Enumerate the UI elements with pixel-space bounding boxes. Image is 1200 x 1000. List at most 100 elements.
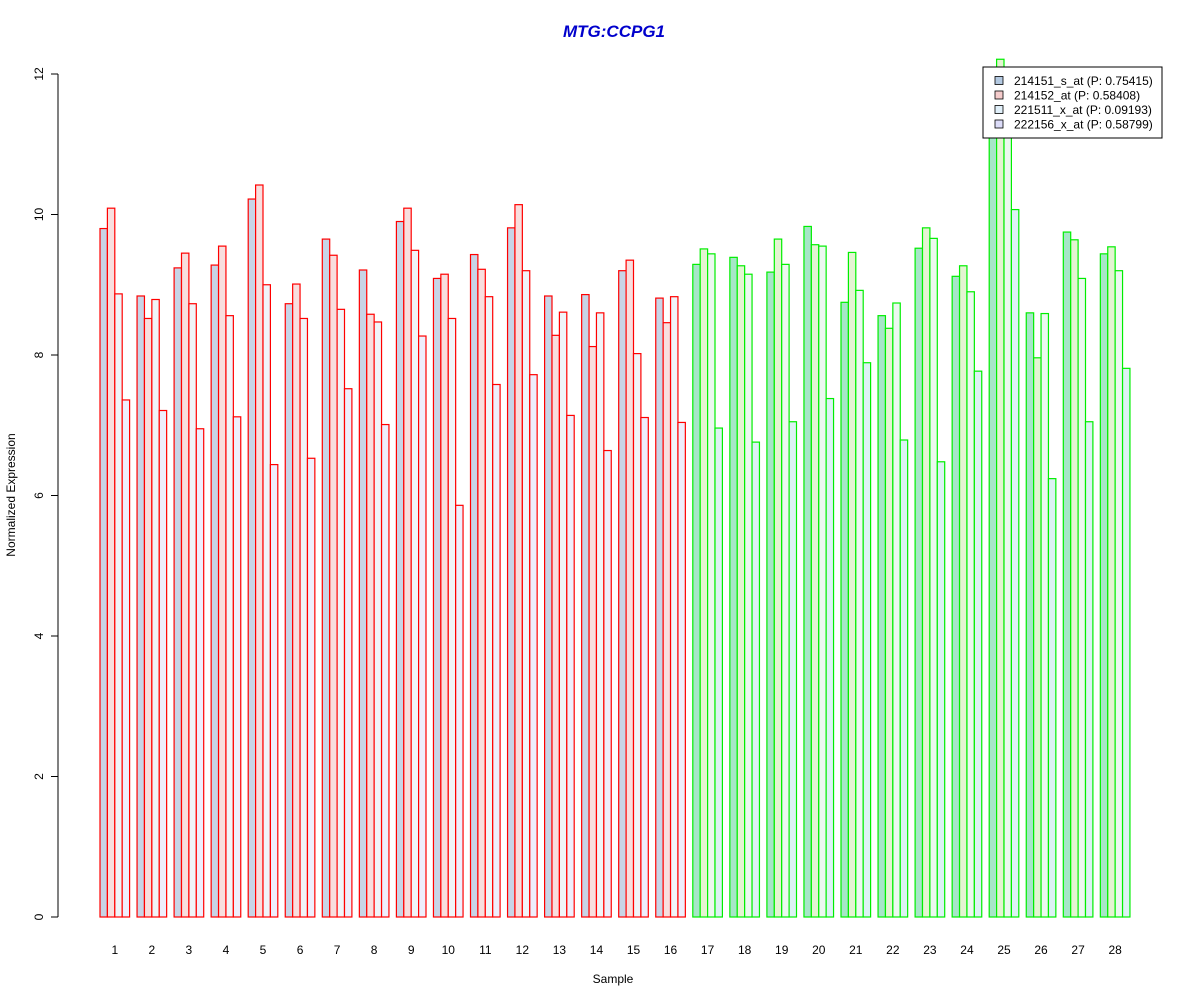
bar: [1003, 129, 1013, 918]
x-axis-tick-labels: 1 2 3 4 5 6 7 8 9 10 11 12 13 14 15 16 17 18 19 20 21 22 23 24 2…: [111, 943, 1122, 957]
legend-label: 222156_x_at (P: 0.58799): [1014, 118, 1153, 132]
bar: [840, 301, 850, 918]
bar: [706, 253, 716, 918]
x-tick-label: 26: [1034, 943, 1048, 957]
bar: [995, 58, 1005, 918]
y-tick-label: 8: [32, 351, 46, 358]
x-tick-label: 23: [923, 943, 937, 957]
bar: [1114, 270, 1124, 918]
bar: [366, 313, 375, 918]
x-tick-label: 7: [334, 943, 341, 957]
legend: 214151_s_at (P: 0.75415)214152_at (P: 0.…: [982, 66, 1163, 139]
bar: [106, 207, 116, 918]
bar: [210, 264, 220, 918]
bar: [818, 245, 827, 918]
bar: [180, 252, 190, 918]
bar: [469, 253, 479, 918]
bar: [336, 308, 346, 918]
bar: [958, 265, 968, 918]
y-tick-label: 2: [32, 773, 46, 780]
bar: [395, 220, 405, 918]
bar: [1070, 239, 1079, 918]
bar: [343, 388, 353, 918]
legend-swatch: [994, 76, 1004, 85]
x-tick-label: 21: [849, 943, 863, 957]
x-tick-label: 13: [553, 943, 567, 957]
bar: [714, 427, 724, 918]
legend-label: 214152_at (P: 0.58408): [1014, 89, 1140, 103]
bar: [158, 409, 168, 918]
x-tick-label: 2: [149, 943, 156, 957]
bar: [773, 238, 783, 918]
x-tick-label: 18: [738, 943, 752, 957]
bar: [1025, 312, 1035, 918]
bar: [699, 248, 709, 918]
x-tick-label: 8: [371, 943, 378, 957]
bar: [543, 295, 553, 918]
bar: [284, 303, 294, 918]
bar: [810, 244, 820, 918]
x-tick-label: 10: [442, 943, 456, 957]
legend-label: 221511_x_at (P: 0.09193): [1014, 103, 1152, 117]
chart-title: MTG:CCPG1: [563, 22, 665, 41]
x-tick-label: 19: [775, 943, 789, 957]
bar: [788, 421, 798, 918]
bar: [618, 270, 627, 918]
y-axis-label: Normalized Expression: [4, 433, 18, 556]
bar: [655, 297, 664, 918]
bar: [551, 334, 561, 918]
bar: [418, 335, 427, 918]
bar: [217, 245, 227, 918]
bar: [484, 296, 494, 918]
bar: [744, 273, 753, 918]
bar: [262, 284, 272, 918]
bar: [321, 238, 331, 918]
bar: [99, 227, 109, 918]
bar: [1033, 357, 1042, 918]
bar: [1062, 231, 1072, 918]
bar: [232, 416, 242, 918]
bar: [136, 295, 146, 918]
bar: [447, 317, 457, 918]
bar: [477, 268, 486, 918]
bar: [692, 263, 701, 918]
bar: [358, 269, 368, 918]
bar: [225, 315, 234, 918]
bar: [781, 263, 790, 918]
x-tick-label: 3: [186, 943, 193, 957]
bar: [625, 259, 635, 918]
bar: [669, 296, 679, 918]
x-tick-label: 6: [297, 943, 304, 957]
bar: [151, 298, 160, 918]
bar: [914, 247, 924, 918]
bar: [862, 362, 872, 918]
x-tick-label: 25: [997, 943, 1011, 957]
bar: [825, 397, 835, 918]
bar: [751, 441, 761, 918]
x-tick-label: 22: [886, 943, 900, 957]
bar: [966, 291, 975, 918]
bar: [306, 457, 316, 918]
bar: [558, 311, 568, 918]
bar: [566, 414, 575, 918]
bar: [899, 439, 909, 918]
bar: [492, 383, 501, 918]
bar: [951, 275, 961, 918]
bar: [255, 184, 264, 918]
bar: [455, 504, 464, 918]
bars: [99, 58, 1131, 918]
x-tick-label: 5: [260, 943, 267, 957]
bar: [877, 315, 887, 918]
x-tick-label: 12: [516, 943, 530, 957]
x-tick-label: 1: [111, 943, 118, 957]
bar: [1077, 277, 1087, 918]
bar: [292, 283, 301, 918]
x-tick-label: 20: [812, 943, 826, 957]
bar: [1084, 421, 1094, 918]
bar: [410, 249, 420, 918]
y-tick-label: 6: [32, 492, 46, 499]
bar: [855, 289, 864, 918]
x-tick-label: 17: [701, 943, 715, 957]
bar: [1121, 367, 1131, 918]
